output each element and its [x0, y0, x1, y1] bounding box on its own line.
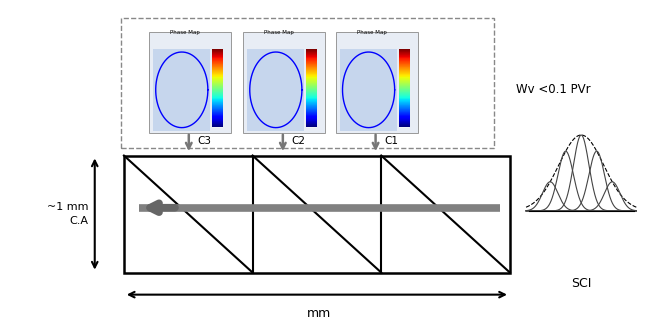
Bar [124, 156, 510, 273]
Text: Phase Map: Phase Map [264, 29, 294, 35]
Bar [335, 32, 418, 133]
Text: C3: C3 [197, 136, 211, 146]
Text: ~1 mm
C.A: ~1 mm C.A [47, 202, 88, 226]
Text: mm: mm [306, 307, 331, 320]
Text: SCI: SCI [571, 277, 592, 290]
Text: Phase Map: Phase Map [357, 29, 387, 35]
Text: Phase Map: Phase Map [170, 29, 200, 35]
Bar [149, 32, 231, 133]
Text: C2: C2 [291, 136, 305, 146]
Bar [121, 18, 493, 148]
Bar [243, 32, 325, 133]
Text: Wv <0.1 PVr: Wv <0.1 PVr [516, 83, 591, 96]
Text: C1: C1 [384, 136, 398, 146]
